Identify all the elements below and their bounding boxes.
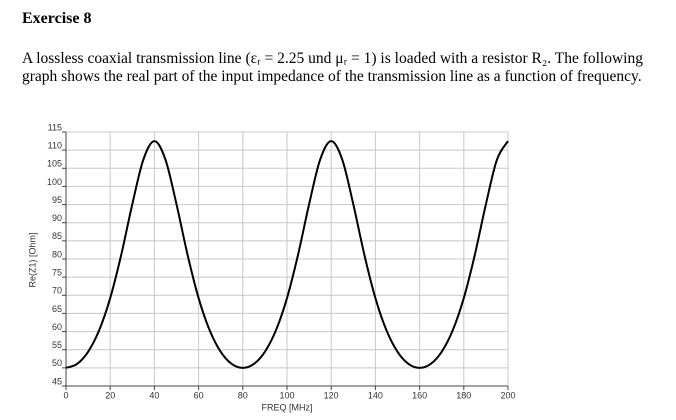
x-axis-label: FREQ [MHz] (262, 402, 313, 412)
y-tick-label: 55 (52, 340, 62, 350)
y-tick-label: 65 (52, 304, 62, 314)
x-tick-label: 0 (63, 390, 68, 400)
x-tick-label: 180 (456, 390, 471, 400)
y-tick-label: 100 (47, 177, 62, 187)
y-tick-label: 90 (52, 213, 62, 223)
y-tick-label: 75 (52, 268, 62, 278)
exercise-title: Exercise 8 (22, 10, 92, 27)
x-tick-label: 60 (194, 390, 204, 400)
x-tick-label: 200 (500, 390, 515, 400)
x-tick-label: 100 (279, 390, 294, 400)
x-tick-label: 80 (238, 390, 248, 400)
y-axis-label: Re(Z1) [Ohm] (27, 232, 37, 287)
data-line (65, 140, 509, 369)
x-tick-label: 40 (149, 390, 159, 400)
y-tick-label: 95 (52, 195, 62, 205)
y-tick-label: 50 (52, 358, 62, 368)
paragraph: A lossless coaxial transmission line (εᵣ… (22, 50, 643, 85)
y-tick-label: 85 (52, 231, 62, 241)
y-tick-label: 110 (48, 141, 62, 151)
x-tick-label: 140 (368, 390, 383, 400)
y-tick-label: 115 (48, 122, 62, 132)
y-tick-label: 60 (52, 322, 62, 332)
y-tick-label: 80 (52, 249, 62, 259)
x-tick-label: 20 (105, 390, 115, 400)
y-tick-label: 105 (47, 159, 62, 169)
x-tick-label: 160 (412, 390, 427, 400)
y-tick-label: 45 (52, 376, 62, 386)
y-tick-label: 70 (52, 286, 62, 296)
x-tick-label: 120 (324, 390, 339, 400)
